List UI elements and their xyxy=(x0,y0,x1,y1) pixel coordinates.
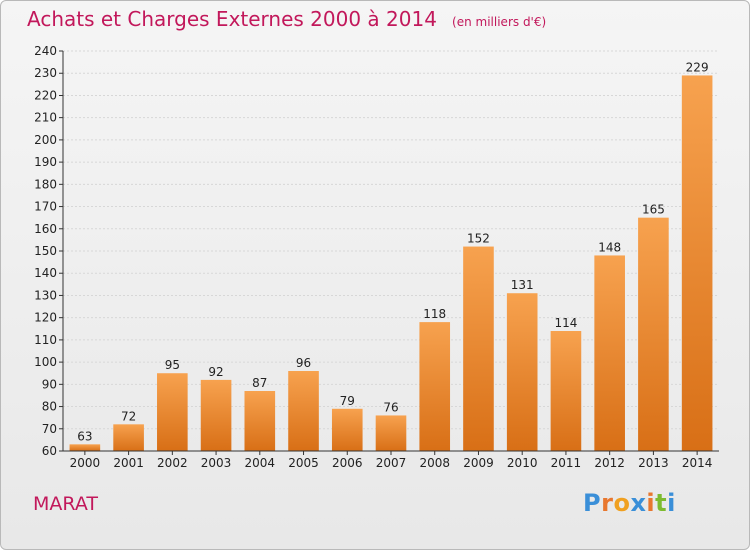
y-tick-label: 110 xyxy=(34,333,57,347)
bar-2000 xyxy=(69,444,101,451)
y-tick-label: 200 xyxy=(34,133,57,147)
x-tick-label: 2001 xyxy=(113,456,144,470)
x-tick-labels: 2000 2001 2002 2003 2004 2005 2006 2007 2008 2009… xyxy=(70,456,713,470)
data-label: 96 xyxy=(296,356,311,370)
y-tick-label: 100 xyxy=(34,355,57,369)
y-tick-label: 130 xyxy=(34,288,57,302)
data-label: 87 xyxy=(252,376,267,390)
y-tick-label: 150 xyxy=(34,244,57,258)
y-tick-label: 60 xyxy=(42,444,57,458)
y-tick-label: 240 xyxy=(34,44,57,58)
x-tick-label: 2004 xyxy=(245,456,276,470)
data-label: 72 xyxy=(121,409,136,423)
bar-2002 xyxy=(157,373,188,451)
data-label: 95 xyxy=(165,358,180,372)
y-tick-label: 70 xyxy=(42,422,57,436)
logo-letter: t xyxy=(655,489,668,517)
data-labels: 63 72 95 92 87 96 79 76 118 152 131 114 148 165 229 xyxy=(77,60,708,443)
y-tick-label: 80 xyxy=(42,400,57,414)
logo-letter: i xyxy=(667,489,676,517)
y-tick-label: 230 xyxy=(34,66,57,80)
data-label: 114 xyxy=(554,316,577,330)
x-tick-label: 2012 xyxy=(594,456,625,470)
bar-2009 xyxy=(463,246,494,451)
bar-2004 xyxy=(244,391,276,451)
data-label: 229 xyxy=(686,60,709,74)
data-label: 131 xyxy=(511,278,534,292)
x-tick-label: 2014 xyxy=(682,456,713,470)
chart-title: Achats et Charges Externes 2000 à 2014 xyxy=(27,7,437,31)
bar-2012 xyxy=(594,255,625,451)
y-tick-label: 160 xyxy=(34,222,57,236)
x-tick-label: 2010 xyxy=(507,456,538,470)
y-tick-label: 170 xyxy=(34,200,57,214)
bar-2010 xyxy=(506,293,538,451)
bar-2001 xyxy=(113,424,144,451)
commune-name: MARAT xyxy=(33,493,98,515)
y-tick-labels: 60 70 80 90 100 110 120 130 140 150 160 170 180 190 20… xyxy=(34,44,57,458)
data-label: 152 xyxy=(467,232,490,246)
bar-2007 xyxy=(375,415,407,451)
x-tick-label: 2007 xyxy=(376,456,407,470)
y-tick-label: 180 xyxy=(34,177,57,191)
data-label: 118 xyxy=(423,307,446,321)
title-row: Achats et Charges Externes 2000 à 2014 (… xyxy=(27,7,546,31)
bar-2011 xyxy=(550,331,582,451)
axes xyxy=(59,50,719,455)
bar-2005 xyxy=(288,371,319,451)
data-label: 79 xyxy=(340,394,355,408)
data-label: 148 xyxy=(598,240,621,254)
y-tick-label: 90 xyxy=(42,377,57,391)
logo-letter: x xyxy=(630,489,647,517)
data-label: 165 xyxy=(642,203,665,217)
x-tick-label: 2002 xyxy=(157,456,188,470)
logo-letter: o xyxy=(613,489,631,517)
x-tick-label: 2013 xyxy=(638,456,669,470)
y-tick-label: 140 xyxy=(34,266,57,280)
bar-2013 xyxy=(638,217,669,451)
data-label: 76 xyxy=(383,400,398,414)
logo-letter: P xyxy=(583,489,602,517)
data-label: 63 xyxy=(77,429,92,443)
x-tick-label: 2008 xyxy=(419,456,450,470)
x-tick-label: 2003 xyxy=(201,456,232,470)
data-label: 92 xyxy=(208,365,223,379)
logo-letter: i xyxy=(646,489,656,517)
chart-subtitle: (en milliers d'€) xyxy=(452,15,547,29)
y-tick-label: 210 xyxy=(34,111,57,125)
x-tick-label: 2011 xyxy=(551,456,582,470)
proxiti-logo: Proxiti xyxy=(583,489,676,517)
x-tick-label: 2009 xyxy=(463,456,494,470)
y-tick-label: 190 xyxy=(34,155,57,169)
bar-2008 xyxy=(419,322,451,451)
y-tick-label: 220 xyxy=(34,88,57,102)
x-tick-label: 2000 xyxy=(70,456,101,470)
bar-2003 xyxy=(200,379,232,451)
bars xyxy=(69,75,713,451)
x-tick-label: 2005 xyxy=(288,456,319,470)
logo-letter: r xyxy=(601,489,614,517)
y-tick-label: 120 xyxy=(34,311,57,325)
bar-2014 xyxy=(681,75,713,451)
bar-2006 xyxy=(331,408,363,451)
x-tick-label: 2006 xyxy=(332,456,363,470)
